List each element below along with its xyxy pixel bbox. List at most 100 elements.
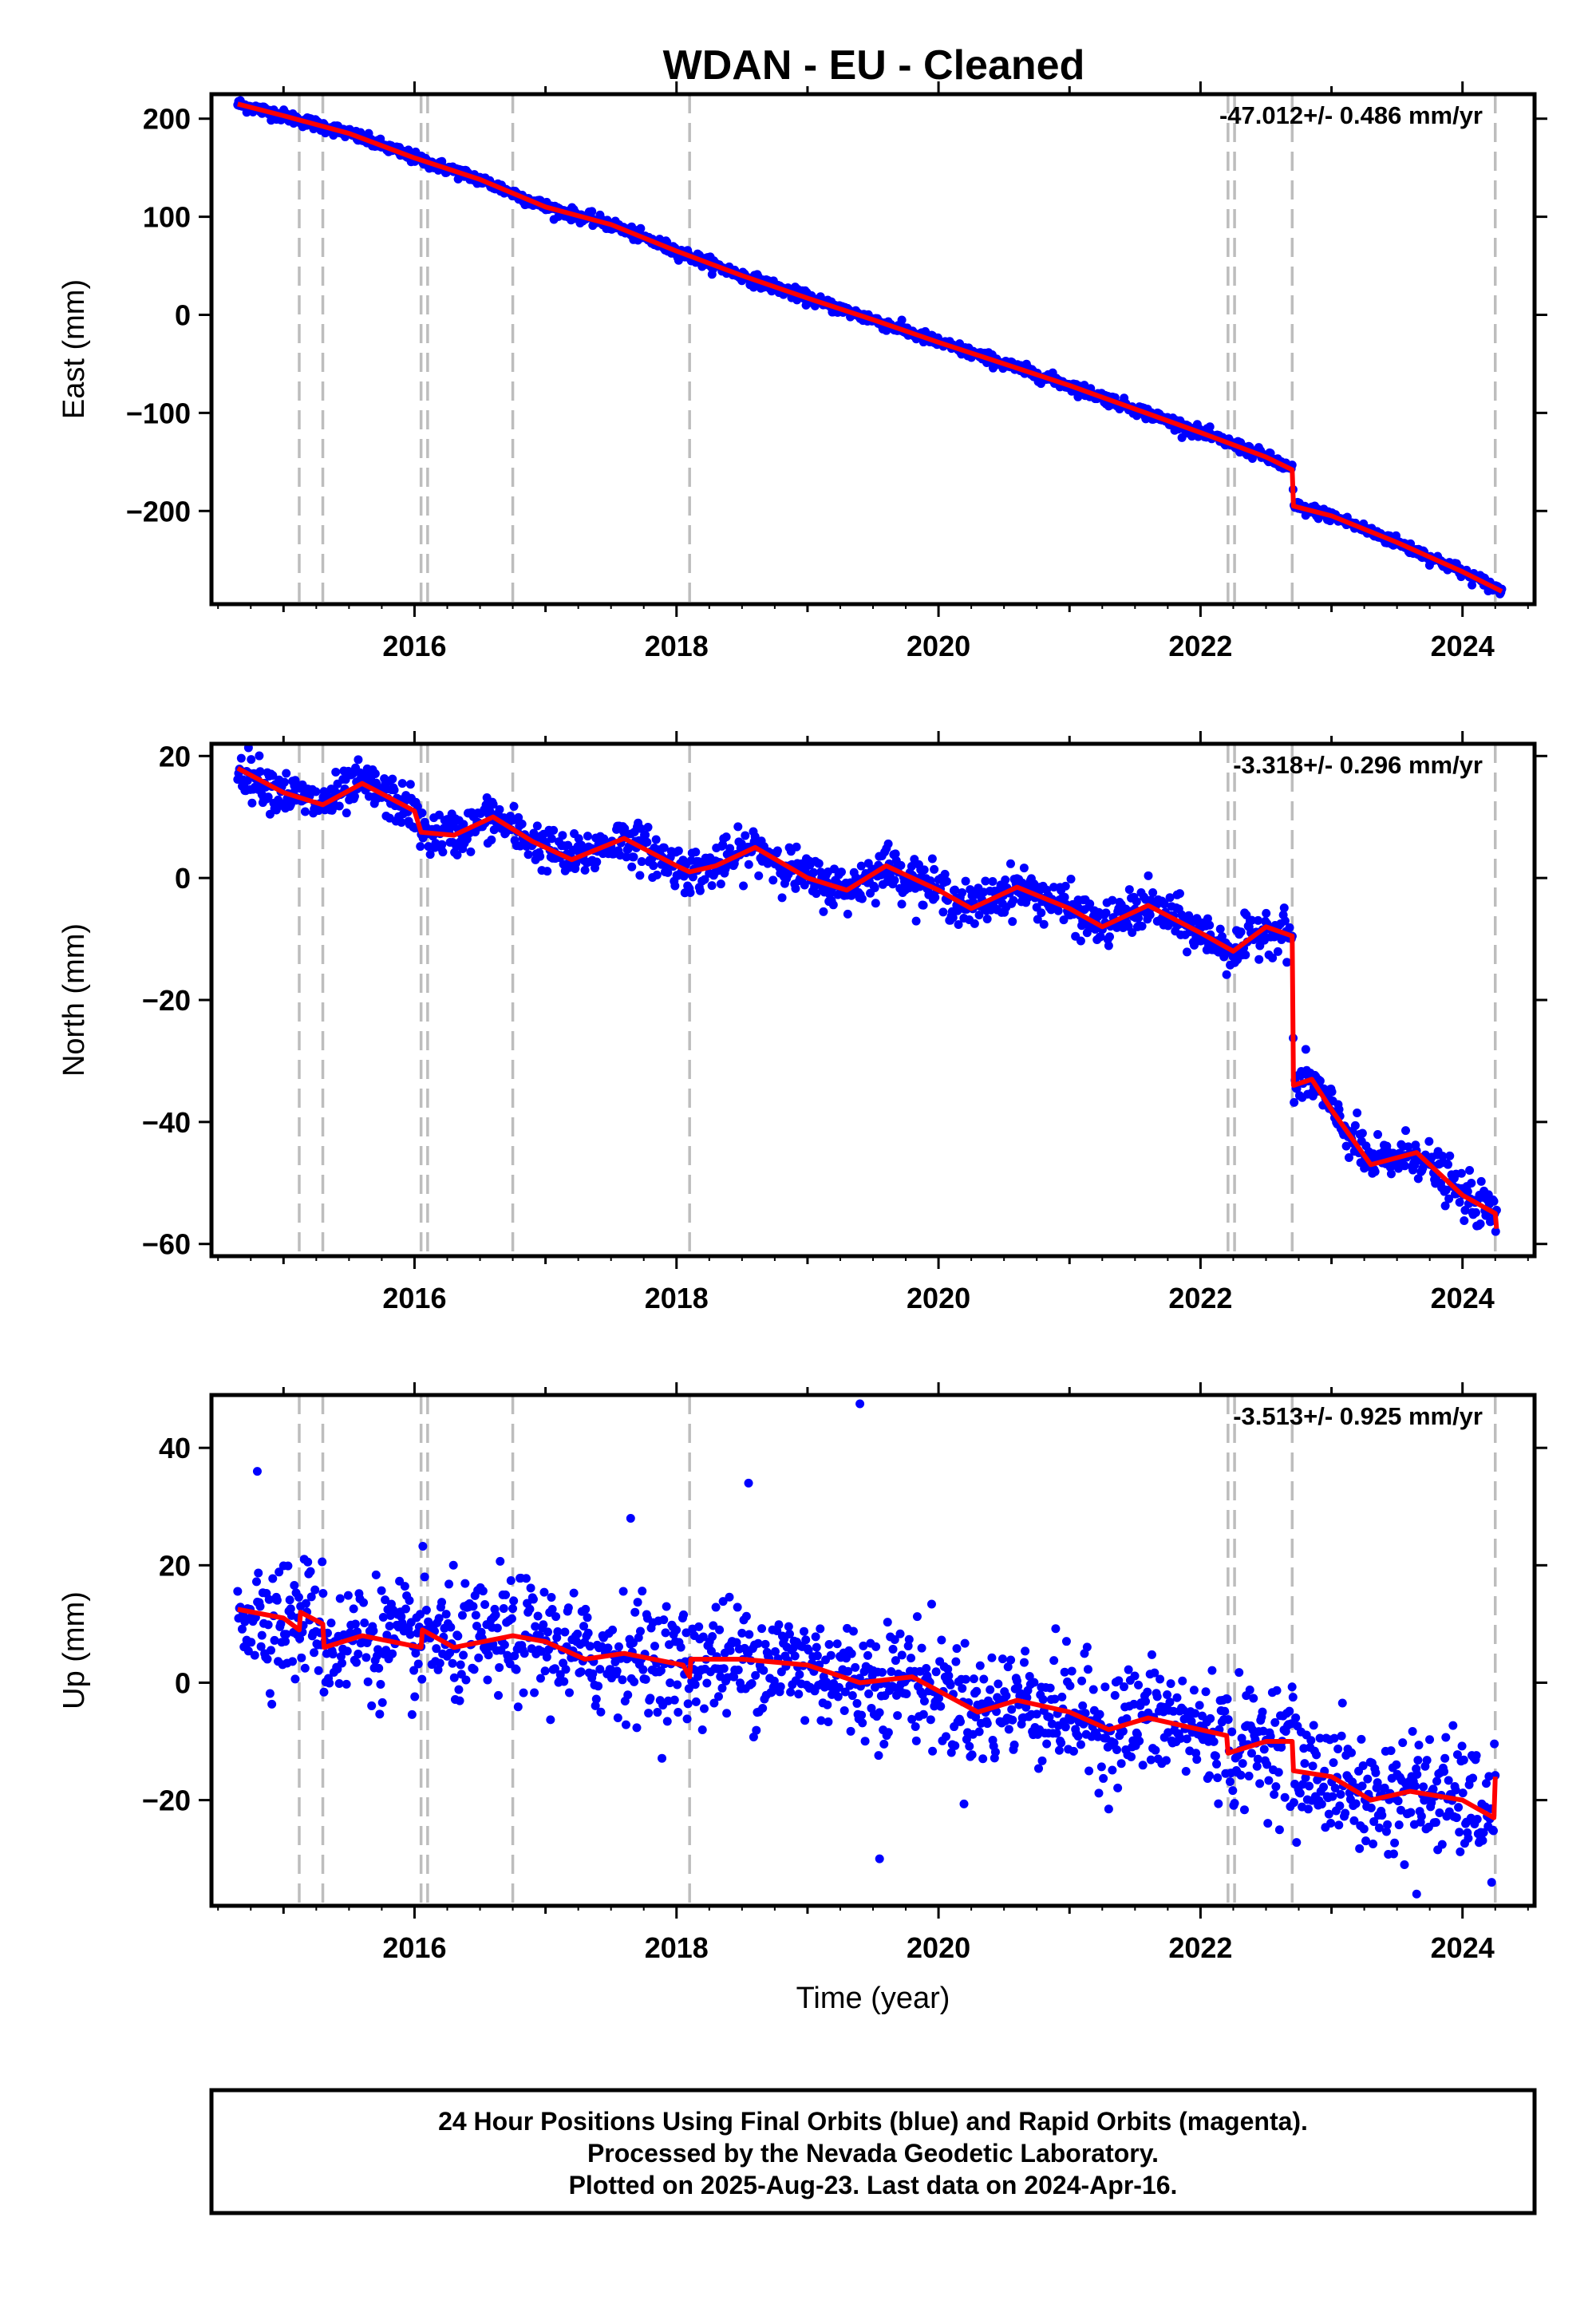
up-data-point bbox=[410, 1692, 420, 1701]
up-data-point bbox=[275, 1567, 284, 1577]
north-y-tick-label: −20 bbox=[142, 984, 191, 1017]
north-data-point bbox=[1049, 883, 1059, 892]
up-data-point bbox=[658, 1753, 667, 1763]
up-data-point bbox=[363, 1677, 373, 1686]
up-data-point bbox=[729, 1672, 739, 1682]
north-data-point bbox=[659, 843, 669, 852]
up-data-point bbox=[535, 1630, 544, 1640]
up-data-point bbox=[583, 1613, 592, 1622]
up-data-point bbox=[367, 1701, 377, 1710]
up-data-point bbox=[1016, 1689, 1025, 1698]
north-data-point bbox=[488, 800, 498, 809]
north-data-point bbox=[636, 824, 646, 833]
up-data-point bbox=[1487, 1878, 1496, 1887]
up-data-point bbox=[526, 1583, 535, 1593]
up-data-point bbox=[581, 1604, 591, 1614]
up-data-point bbox=[1472, 1751, 1481, 1761]
up-data-point bbox=[1363, 1774, 1373, 1784]
up-data-point bbox=[719, 1664, 729, 1674]
up-data-point bbox=[632, 1723, 642, 1733]
north-data-point bbox=[1290, 1097, 1299, 1107]
up-data-point bbox=[1400, 1860, 1409, 1869]
up-data-point bbox=[749, 1733, 758, 1742]
up-data-point bbox=[972, 1686, 982, 1696]
up-data-point bbox=[461, 1675, 471, 1685]
up-data-point bbox=[926, 1599, 936, 1609]
up-data-point bbox=[407, 1709, 417, 1719]
up-data-point bbox=[1451, 1785, 1460, 1795]
north-data-point bbox=[434, 810, 444, 820]
up-data-point bbox=[752, 1725, 761, 1735]
up-data-point bbox=[1255, 1779, 1265, 1788]
up-data-point bbox=[672, 1625, 681, 1634]
up-data-point bbox=[372, 1651, 381, 1661]
up-data-point bbox=[1373, 1778, 1382, 1788]
up-data-point bbox=[1303, 1804, 1313, 1814]
up-data-point bbox=[1454, 1803, 1464, 1812]
up-data-point bbox=[528, 1595, 538, 1604]
up-data-point bbox=[377, 1586, 386, 1595]
up-data-point bbox=[662, 1717, 672, 1726]
up-data-point bbox=[264, 1595, 274, 1604]
up-data-point bbox=[1051, 1624, 1061, 1634]
up-data-point bbox=[843, 1666, 853, 1676]
up-data-point bbox=[535, 1674, 545, 1683]
up-data-point bbox=[1244, 1771, 1254, 1780]
east-y-tick-label: −200 bbox=[126, 495, 191, 528]
north-data-point bbox=[1424, 1136, 1434, 1146]
up-data-point bbox=[496, 1556, 505, 1566]
up-data-point bbox=[1386, 1746, 1396, 1756]
up-data-point bbox=[519, 1649, 529, 1658]
up-data-point bbox=[290, 1674, 300, 1684]
up-data-point bbox=[975, 1661, 985, 1670]
up-data-point bbox=[1113, 1783, 1123, 1792]
north-data-point bbox=[1404, 1142, 1413, 1152]
up-data-point bbox=[1431, 1817, 1440, 1827]
north-data-point bbox=[791, 883, 800, 893]
up-data-point bbox=[834, 1682, 843, 1692]
north-data-point bbox=[620, 824, 630, 833]
up-data-point bbox=[832, 1639, 842, 1649]
up-data-point bbox=[1266, 1732, 1275, 1741]
up-data-point bbox=[919, 1697, 929, 1706]
east-x-tick-label: 2020 bbox=[907, 630, 970, 662]
up-data-point bbox=[674, 1708, 683, 1717]
north-data-point bbox=[637, 857, 646, 867]
up-data-point bbox=[1274, 1768, 1283, 1777]
up-data-point bbox=[833, 1692, 843, 1701]
up-data-point bbox=[553, 1627, 563, 1637]
up-data-point bbox=[699, 1704, 709, 1713]
up-data-point bbox=[306, 1592, 316, 1602]
north-data-point bbox=[243, 776, 252, 785]
up-data-point bbox=[790, 1651, 800, 1661]
up-data-point bbox=[922, 1664, 931, 1674]
up-data-point bbox=[1262, 1760, 1272, 1769]
up-data-point bbox=[531, 1622, 540, 1631]
up-data-point bbox=[539, 1587, 549, 1597]
north-data-point bbox=[891, 849, 900, 859]
up-data-point bbox=[951, 1657, 961, 1666]
north-data-point bbox=[1215, 924, 1225, 934]
up-data-point bbox=[540, 1666, 550, 1676]
up-data-point bbox=[1425, 1735, 1435, 1745]
north-data-point bbox=[649, 861, 658, 871]
north-data-point bbox=[1108, 895, 1117, 905]
up-data-point bbox=[460, 1579, 470, 1588]
up-data-point bbox=[576, 1667, 586, 1677]
up-data-point bbox=[1065, 1681, 1075, 1690]
up-data-point bbox=[547, 1592, 556, 1602]
up-data-point bbox=[1239, 1805, 1249, 1815]
up-data-point bbox=[759, 1666, 768, 1675]
north-data-point bbox=[938, 907, 948, 917]
up-data-point bbox=[1114, 1676, 1124, 1686]
north-data-point bbox=[1066, 875, 1076, 884]
up-data-point bbox=[907, 1714, 917, 1724]
up-data-point bbox=[551, 1612, 561, 1622]
up-data-point bbox=[1179, 1705, 1188, 1715]
up-data-point bbox=[800, 1626, 809, 1636]
up-data-point bbox=[1220, 1706, 1230, 1716]
up-data-point bbox=[812, 1651, 822, 1661]
up-data-point bbox=[711, 1603, 721, 1612]
up-data-point bbox=[441, 1610, 451, 1619]
up-data-point bbox=[928, 1746, 938, 1756]
